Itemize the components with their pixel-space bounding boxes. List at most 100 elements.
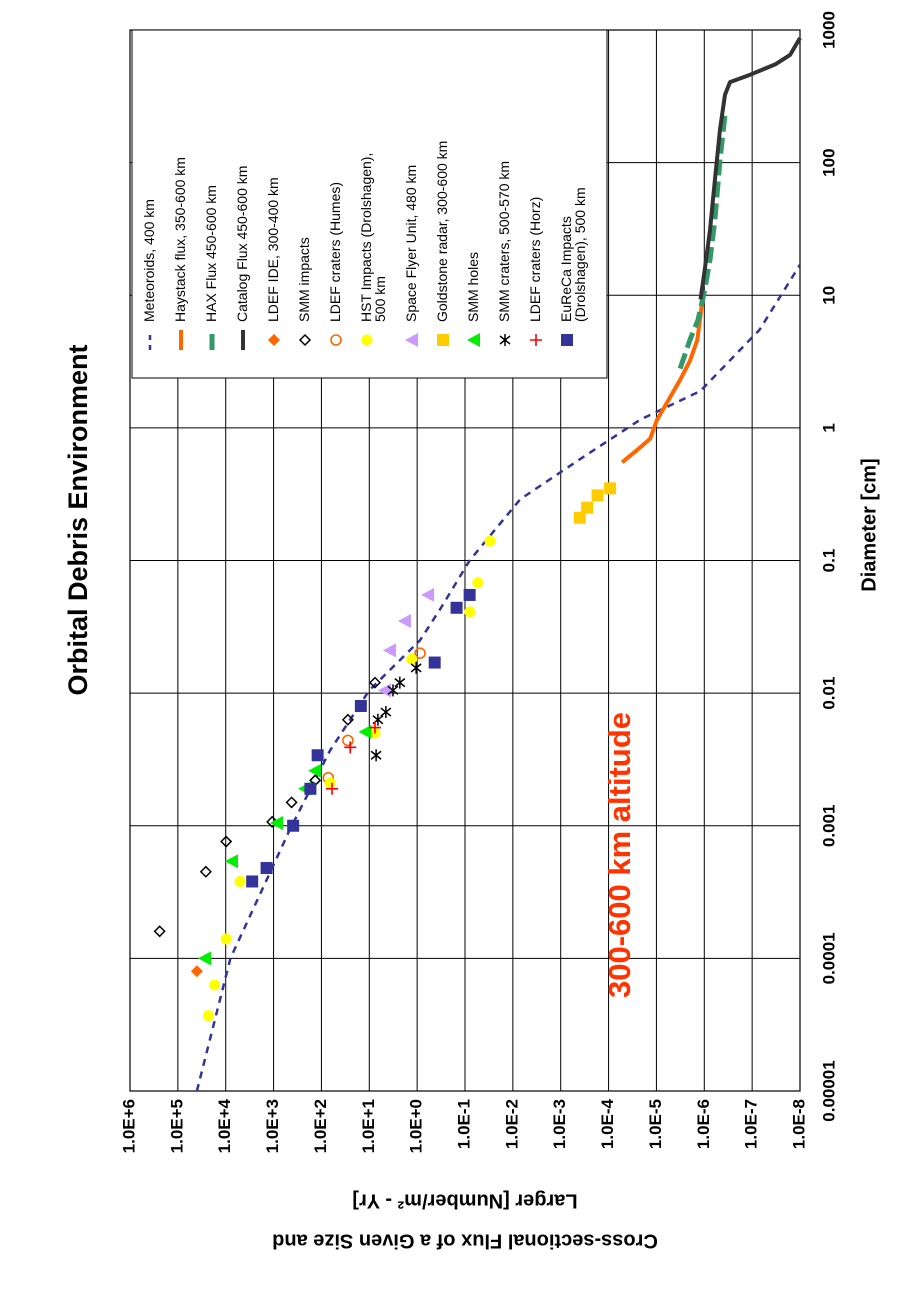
data-point bbox=[370, 749, 382, 762]
y-tick-label: 1.0E+2 bbox=[311, 1099, 330, 1153]
legend-label-line: 500 km bbox=[372, 276, 388, 322]
rotated-chart: Orbital Debris Environment Diameter [cm]… bbox=[63, 11, 880, 1252]
data-point bbox=[324, 777, 336, 789]
data-point bbox=[573, 511, 586, 524]
data-point bbox=[472, 577, 484, 589]
y-tick-label: 1.0E+4 bbox=[215, 1098, 234, 1153]
data-point bbox=[311, 749, 324, 762]
legend-label: EuReCa Impacts (Drolshagen), 500 km bbox=[558, 187, 588, 322]
legend-label: SMM craters, 500-570 km bbox=[496, 161, 512, 322]
legend-label: HST Impacts (Drolshagen), 500 km bbox=[358, 149, 388, 322]
data-point bbox=[153, 925, 166, 938]
data-point bbox=[285, 796, 298, 809]
legend-label-line: EuReCa Impacts bbox=[558, 212, 574, 322]
y-tick-label: 1.0E-2 bbox=[502, 1099, 521, 1149]
data-point bbox=[428, 656, 441, 669]
x-tick-label: 0.0001 bbox=[819, 932, 838, 984]
legend-label: LDEF craters (Horz) bbox=[527, 197, 543, 322]
data-point bbox=[209, 979, 221, 991]
y-tick-label: 1.0E-8 bbox=[789, 1099, 808, 1149]
y-tick-label: 1.0E+6 bbox=[119, 1099, 138, 1153]
data-point bbox=[287, 819, 300, 832]
legend-label: Goldstone radar, 300-600 km bbox=[434, 141, 450, 322]
y-axis-label: Larger [Number/m² - Yr] bbox=[352, 1190, 577, 1212]
data-point bbox=[591, 489, 604, 502]
legend-label-line: Goldstone radar, 300-600 km bbox=[434, 141, 450, 322]
data-point bbox=[341, 713, 354, 726]
legend-label: LDEF IDE, 300-400 km bbox=[265, 177, 281, 322]
legend-marker bbox=[330, 334, 342, 346]
data-point bbox=[394, 676, 406, 689]
y-axis-label: Cross-sectional Flux of a Given Size and bbox=[272, 1230, 658, 1252]
data-point bbox=[463, 588, 476, 601]
data-point bbox=[380, 706, 392, 719]
x-axis-label: Diameter [cm] bbox=[858, 458, 880, 591]
chart-title: Orbital Debris Environment bbox=[63, 344, 93, 695]
legend-label-line: LDEF craters (Humes) bbox=[327, 182, 343, 322]
y-tick-label: 1.0E-1 bbox=[454, 1099, 473, 1149]
legend-label-line: Catalog Flux 450-600 km bbox=[234, 166, 250, 322]
y-tick-label: 1.0E+3 bbox=[263, 1099, 282, 1153]
data-point bbox=[464, 606, 476, 618]
y-tick-label: 1.0E-6 bbox=[694, 1099, 713, 1149]
legend-label-line: HST Impacts (Drolshagen), bbox=[358, 149, 374, 322]
data-point bbox=[581, 501, 594, 514]
legend-marker bbox=[268, 334, 280, 346]
x-tick-label: 0.1 bbox=[819, 549, 838, 573]
data-point bbox=[344, 741, 357, 754]
legend-label-line: SMM holes bbox=[465, 252, 481, 322]
legend-label-line: Space Flyer Unit, 480 km bbox=[403, 165, 419, 322]
data-point bbox=[414, 647, 426, 660]
data-point bbox=[358, 724, 372, 739]
data-point bbox=[202, 1010, 214, 1022]
data-point bbox=[224, 854, 238, 869]
legend-label-line: Haystack flux, 350-600 km bbox=[172, 157, 188, 322]
y-tick-label: 1.0E-3 bbox=[550, 1099, 569, 1149]
x-tick-label: 100 bbox=[819, 148, 838, 176]
data-point bbox=[382, 643, 396, 658]
annotation: 300-600 km altitude bbox=[602, 712, 637, 998]
legend-label-line: SMM impacts bbox=[296, 237, 312, 322]
y-tick-label: 1.0E-4 bbox=[598, 1098, 617, 1149]
data-point bbox=[342, 734, 354, 747]
data-point bbox=[421, 587, 435, 602]
legend-label: Space Flyer Unit, 480 km bbox=[403, 165, 419, 322]
legend-label: Meteoroids, 400 km bbox=[141, 199, 157, 322]
legend-marker bbox=[298, 333, 312, 347]
data-point bbox=[410, 661, 422, 674]
data-point bbox=[220, 933, 232, 945]
legend-label: Haystack flux, 350-600 km bbox=[172, 157, 188, 322]
legend-label: SMM holes bbox=[465, 252, 481, 322]
x-tick-label: 0.01 bbox=[819, 677, 838, 710]
legend-label-line: SMM craters, 500-570 km bbox=[496, 161, 512, 322]
x-tick-label: 1000 bbox=[819, 11, 838, 49]
data-point bbox=[326, 782, 339, 795]
data-point bbox=[387, 684, 399, 697]
legend-label: Catalog Flux 450-600 km bbox=[234, 166, 250, 322]
series-line bbox=[698, 36, 802, 300]
series-line bbox=[620, 299, 705, 464]
legend-label: HAX Flux 450-600 km bbox=[203, 185, 219, 322]
legend-marker bbox=[499, 334, 511, 346]
data-point bbox=[199, 865, 212, 878]
data-point bbox=[269, 815, 283, 830]
data-point bbox=[220, 835, 233, 848]
data-point bbox=[368, 676, 382, 689]
data-point bbox=[484, 535, 496, 547]
data-point bbox=[198, 951, 212, 966]
data-point bbox=[246, 875, 259, 888]
legend-label-line: LDEF craters (Horz) bbox=[527, 197, 543, 322]
legend-label-line: LDEF IDE, 300-400 km bbox=[265, 177, 281, 322]
x-tick-label: 10 bbox=[819, 286, 838, 305]
legend-marker bbox=[467, 333, 480, 347]
data-point bbox=[397, 613, 411, 628]
data-point bbox=[190, 965, 203, 978]
data-point bbox=[604, 482, 617, 495]
x-tick-label: 1 bbox=[819, 423, 838, 432]
data-point bbox=[260, 862, 273, 875]
legend-box bbox=[131, 29, 608, 379]
x-tick-label: 0.00001 bbox=[819, 1060, 838, 1121]
data-point bbox=[234, 875, 246, 887]
